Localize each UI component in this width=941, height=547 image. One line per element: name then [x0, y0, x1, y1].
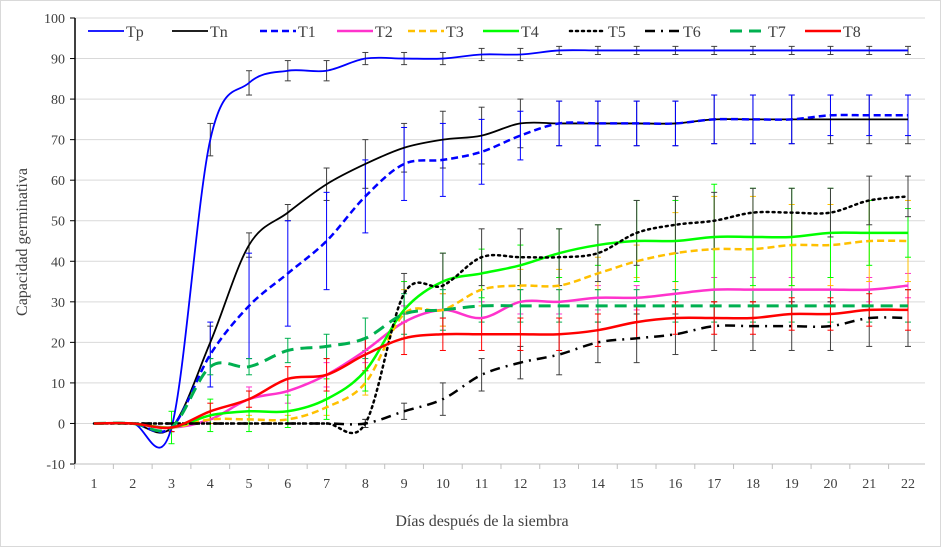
x-tick-label: 6	[284, 477, 291, 492]
x-tick-label: 7	[323, 477, 330, 492]
y-tick-label: 90	[51, 53, 65, 68]
series-line-T4	[93, 231, 908, 429]
legend-label-Tn: Tn	[210, 24, 228, 41]
x-tick-label: 18	[746, 477, 760, 492]
legend-label-T8: T8	[843, 24, 861, 41]
x-tick-label: 16	[668, 477, 682, 492]
series-line-T3	[93, 239, 909, 429]
x-tick-label: 22	[901, 477, 915, 492]
series-line-T2	[93, 284, 909, 429]
legend-label-T4: T4	[521, 24, 539, 41]
x-tick-label: 4	[207, 477, 214, 492]
x-tick-label: 15	[630, 477, 644, 492]
y-tick-label: 30	[51, 296, 65, 311]
y-tick-label: 50	[51, 215, 65, 230]
x-tick-label: 9	[401, 477, 408, 492]
x-tick-label: 19	[785, 477, 799, 492]
series-line-T5	[92, 195, 910, 435]
series-line-T7	[93, 304, 908, 433]
x-tick-label: 21	[862, 477, 876, 492]
legend-label-T6: T6	[683, 24, 701, 41]
x-tick-label: 12	[513, 477, 527, 492]
series-line-Tp	[93, 49, 908, 449]
series-line-Tn	[93, 118, 908, 434]
error-bars	[168, 45, 911, 445]
y-tick-label: 20	[51, 336, 65, 351]
x-tick-label: 13	[552, 477, 566, 492]
legend: Tp Tn T1 T2 T3 T4 T5 T6 T7 T8	[88, 24, 861, 41]
legend-label-T5: T5	[608, 24, 626, 41]
y-tick-label: 60	[51, 174, 65, 189]
y-tick-label: 100	[44, 12, 65, 27]
y-axis-title: Capacidad germinativa	[14, 168, 31, 316]
x-tick-label: 11	[475, 477, 488, 492]
y-tick-label: 0	[58, 417, 65, 432]
y-tick-label: 40	[51, 255, 65, 270]
series-line-T8	[93, 308, 909, 430]
x-tick-label: 17	[707, 477, 721, 492]
x-tick-label: 20	[823, 477, 837, 492]
x-tick-label: 10	[436, 477, 450, 492]
x-tick-label: 14	[591, 477, 605, 492]
x-tick-label: 3	[168, 477, 175, 492]
legend-label-T2: T2	[375, 24, 393, 41]
y-tick-label: 80	[51, 93, 65, 108]
x-tick-label: 8	[362, 477, 369, 492]
gridlines	[75, 17, 925, 424]
legend-label-T7: T7	[768, 24, 786, 41]
x-tick-label: 5	[246, 477, 253, 492]
series-lines	[92, 49, 910, 449]
series-line-T1	[93, 113, 908, 434]
x-tick-label: 1	[91, 477, 98, 492]
legend-label-T1: T1	[298, 24, 316, 41]
legend-label-Tp: Tp	[126, 24, 144, 41]
y-tick-label: -10	[46, 458, 65, 473]
y-tick-label: 10	[51, 377, 65, 392]
x-axis-title: Días después de la siembra	[395, 513, 568, 530]
x-tick-label: 2	[129, 477, 136, 492]
y-tick-label: 70	[51, 134, 65, 149]
legend-label-T3: T3	[446, 24, 464, 41]
